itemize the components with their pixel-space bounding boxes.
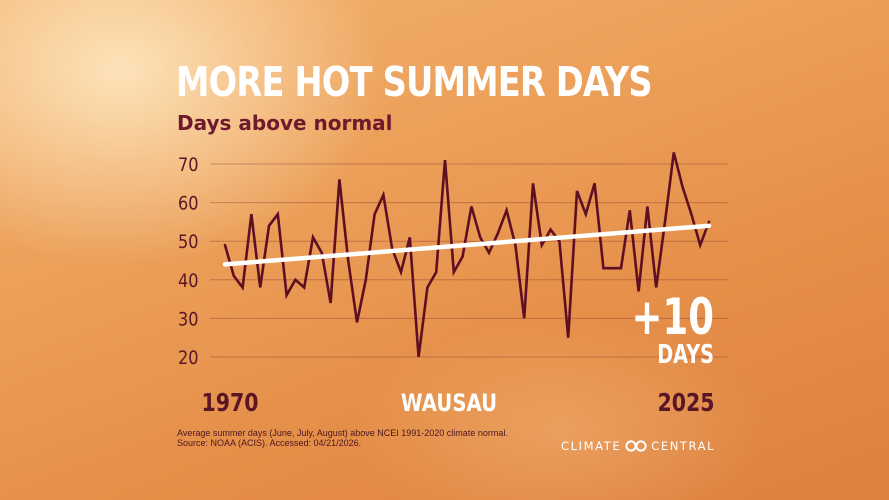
- footnote-source: Source: NOAA (ACIS). Accessed: 04/21/202…: [177, 438, 362, 448]
- y-axis-ticks: 20 30 40 50 60 70: [178, 155, 199, 370]
- chart-subtitle: Days above normal: [177, 111, 393, 135]
- brand-logo: CLIMATE CENTRAL: [561, 438, 715, 454]
- trend-line: [222, 223, 712, 267]
- y-tick-label: 70: [178, 155, 199, 177]
- y-tick-label: 30: [178, 309, 199, 331]
- brand-text-left: CLIMATE: [561, 439, 622, 453]
- y-tick-label: 40: [178, 271, 199, 293]
- series-line: [223, 152, 711, 358]
- brand-text-right: CENTRAL: [651, 439, 716, 453]
- y-tick-label: 60: [178, 193, 199, 215]
- y-tick-label: 50: [178, 232, 199, 254]
- footnote: Average summer days (June, July, August)…: [177, 428, 617, 448]
- x-axis-end-label: 2025: [657, 389, 714, 417]
- y-tick-label: 20: [178, 348, 199, 370]
- chart-title: MORE HOT SUMMER DAYS: [176, 58, 653, 106]
- data-points: [224, 152, 710, 358]
- callout-value: +10: [632, 289, 714, 347]
- x-axis-start-label: 1970: [201, 389, 258, 417]
- callout-unit: DAYS: [657, 340, 714, 370]
- climate-central-logo-icon: [625, 440, 647, 452]
- footnote-description: Average summer days (June, July, August)…: [177, 428, 508, 438]
- location-label: WAUSAU: [401, 390, 497, 417]
- gridlines: [210, 163, 728, 358]
